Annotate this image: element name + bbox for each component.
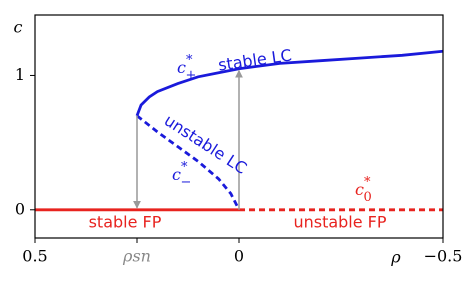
x-tick-label: 0 xyxy=(234,247,244,266)
curve xyxy=(136,114,241,211)
symbol-sup: * xyxy=(364,175,371,190)
curve xyxy=(135,49,444,117)
series-label: stable FP xyxy=(89,213,162,232)
y-axis-label: c xyxy=(14,18,23,37)
x-tick-label: −0.5 xyxy=(424,247,463,266)
y-tick-label: 1 xyxy=(15,65,25,84)
symbol-sub: + xyxy=(185,68,196,83)
symbol-base: c xyxy=(177,58,186,77)
series-label: stable LC xyxy=(217,45,293,74)
series-symbol: c* 0 xyxy=(355,175,372,205)
symbol-base: c xyxy=(172,165,181,184)
x-tick-label: ρsn xyxy=(122,247,151,266)
series-symbol: c* − xyxy=(172,160,191,190)
series-label: unstable FP xyxy=(293,213,386,232)
symbol-base: c xyxy=(355,180,364,199)
symbol-sub: − xyxy=(180,175,191,190)
symbol-sup: * xyxy=(186,53,193,68)
x-tick-label: 0.5 xyxy=(22,247,47,266)
y-tick-label: 0 xyxy=(15,199,25,218)
series-symbol: c* + xyxy=(177,53,196,83)
plot-frame xyxy=(34,14,444,239)
x-axis-label: ρ xyxy=(390,248,401,267)
symbol-sub: 0 xyxy=(363,190,371,205)
symbol-sup: * xyxy=(181,160,188,175)
